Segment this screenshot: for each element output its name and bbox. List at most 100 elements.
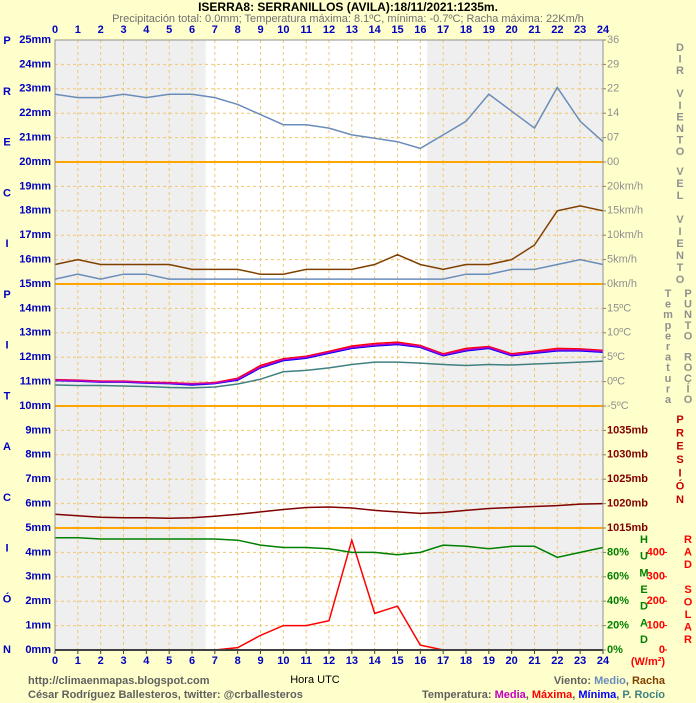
y-tick-label: 22	[607, 83, 619, 95]
x-tick-label: 0	[52, 24, 58, 36]
y-tick-label: 5mm	[25, 522, 51, 534]
y-tick-label: 1035mb	[607, 424, 648, 436]
credit: http://climaenmapas.blogspot.com	[28, 675, 210, 687]
legend-separator: ,	[526, 689, 532, 701]
x-tick-label: 10	[277, 655, 289, 667]
x-tick-label: 13	[346, 24, 358, 36]
y-tick-label: 20mm	[19, 156, 51, 168]
chart-subtitle: Precipitación total: 0.0mm; Temperatura …	[112, 13, 584, 25]
legend-entry: Máxima	[532, 689, 573, 701]
x-tick-label: 6	[189, 24, 195, 36]
y-tick-label: 0%	[607, 644, 623, 656]
legend-title: Temperatura:	[422, 689, 491, 701]
y-tick-label: 7mm	[25, 473, 51, 485]
y2-tick-label: 400	[647, 546, 665, 558]
y-tick-label: 24mm	[19, 58, 51, 70]
data-line	[54, 85, 604, 150]
y-tick-label: 20km/h	[607, 180, 643, 192]
y2-tick-label: 100	[647, 620, 665, 632]
y-tick-label: 1030mb	[607, 449, 648, 461]
x-tick-label: 15	[391, 24, 403, 36]
x-tick-label: 14	[369, 24, 382, 36]
y-tick-label: 07	[607, 132, 619, 144]
y2-tick-label: 200	[647, 595, 665, 607]
y-tick-label: 11mm	[20, 376, 51, 388]
x-tick-label: 18	[460, 655, 472, 667]
y-tick-label: 3mm	[25, 571, 51, 583]
credit: César Rodríguez Ballesteros, twitter: @c…	[28, 689, 303, 701]
x-tick-label: 0	[52, 655, 58, 667]
x-tick-label: 23	[574, 24, 586, 36]
y-tick-label: 12mm	[19, 351, 51, 363]
x-tick-label: 19	[483, 655, 495, 667]
x-tick-label: 2	[98, 24, 104, 36]
x-tick-label: 1	[75, 24, 81, 36]
x-tick-label: 4	[143, 24, 150, 36]
x-tick-label: 10	[277, 24, 289, 36]
y-tick-label: 1mm	[25, 620, 51, 632]
legend-separator: ,	[572, 689, 578, 701]
x-tick-label: 12	[323, 655, 335, 667]
y-tick-label: 19mm	[19, 180, 51, 192]
y-tick-label: 20%	[607, 620, 629, 632]
x-tick-label: 21	[528, 655, 540, 667]
x-tick-label: 21	[528, 24, 540, 36]
legend-separator: ,	[626, 675, 632, 687]
y-tick-label: 15ºC	[607, 302, 631, 314]
chart-title: ISERRA8: SERRANILLOS (AVILA):18/11/2021:…	[198, 0, 498, 14]
data-line	[54, 502, 604, 519]
x-tick-label: 14	[369, 655, 382, 667]
x-tick-label: 16	[414, 655, 426, 667]
data-line	[54, 258, 604, 280]
legend-entry: Mínima	[578, 689, 617, 701]
legend-entry: Racha	[632, 675, 666, 687]
x-tick-label: 6	[189, 655, 195, 667]
x-tick-label: 15	[391, 655, 403, 667]
x-tick-label: 1	[75, 655, 81, 667]
x-tick-label: 12	[323, 24, 335, 36]
x-tick-label: 5	[166, 655, 172, 667]
x-tick-label: 17	[437, 24, 449, 36]
y-tick-label: 2mm	[25, 595, 51, 607]
x-tick-label: 8	[235, 24, 241, 36]
y-tick-label: 21mm	[19, 132, 51, 144]
y-tick-label: 15km/h	[607, 205, 643, 217]
y2-tick-label: 0	[659, 644, 665, 656]
x-tick-label: 8	[235, 655, 241, 667]
legend-entry: Medio	[594, 675, 626, 687]
y-tick-label: 00	[607, 156, 619, 168]
legend-entry: Media	[495, 689, 527, 701]
night-shade	[427, 40, 603, 650]
y-tick-label: 10ºC	[607, 327, 631, 339]
x-tick-label: 17	[437, 655, 449, 667]
y-tick-label: 18mm	[19, 205, 51, 217]
x-tick-label: 22	[551, 655, 563, 667]
legend-title: Viento:	[554, 675, 591, 687]
x-tick-label: 13	[346, 655, 358, 667]
legend-entry: P. Rocío	[622, 689, 665, 701]
x-tick-label: 7	[212, 24, 218, 36]
x-tick-label: 7	[212, 655, 218, 667]
y-tick-label: 60%	[607, 571, 629, 583]
data-line	[54, 342, 604, 385]
y-tick-label: 40%	[607, 595, 629, 607]
x-tick-label: 2	[98, 655, 104, 667]
y-tick-label: 25mm	[19, 34, 51, 46]
y2-unit: (W/m²)	[631, 656, 666, 668]
y-tick-label: 1015mb	[607, 522, 648, 534]
x-tick-label: 18	[460, 24, 472, 36]
x-tick-label: 3	[120, 24, 126, 36]
y-tick-label: 1020mb	[607, 498, 648, 510]
y-tick-label: 0mm	[25, 644, 51, 656]
y-tick-label: 10km/h	[607, 229, 643, 241]
y-tick-label: 22mm	[19, 107, 51, 119]
y-tick-label: 14mm	[19, 302, 51, 314]
